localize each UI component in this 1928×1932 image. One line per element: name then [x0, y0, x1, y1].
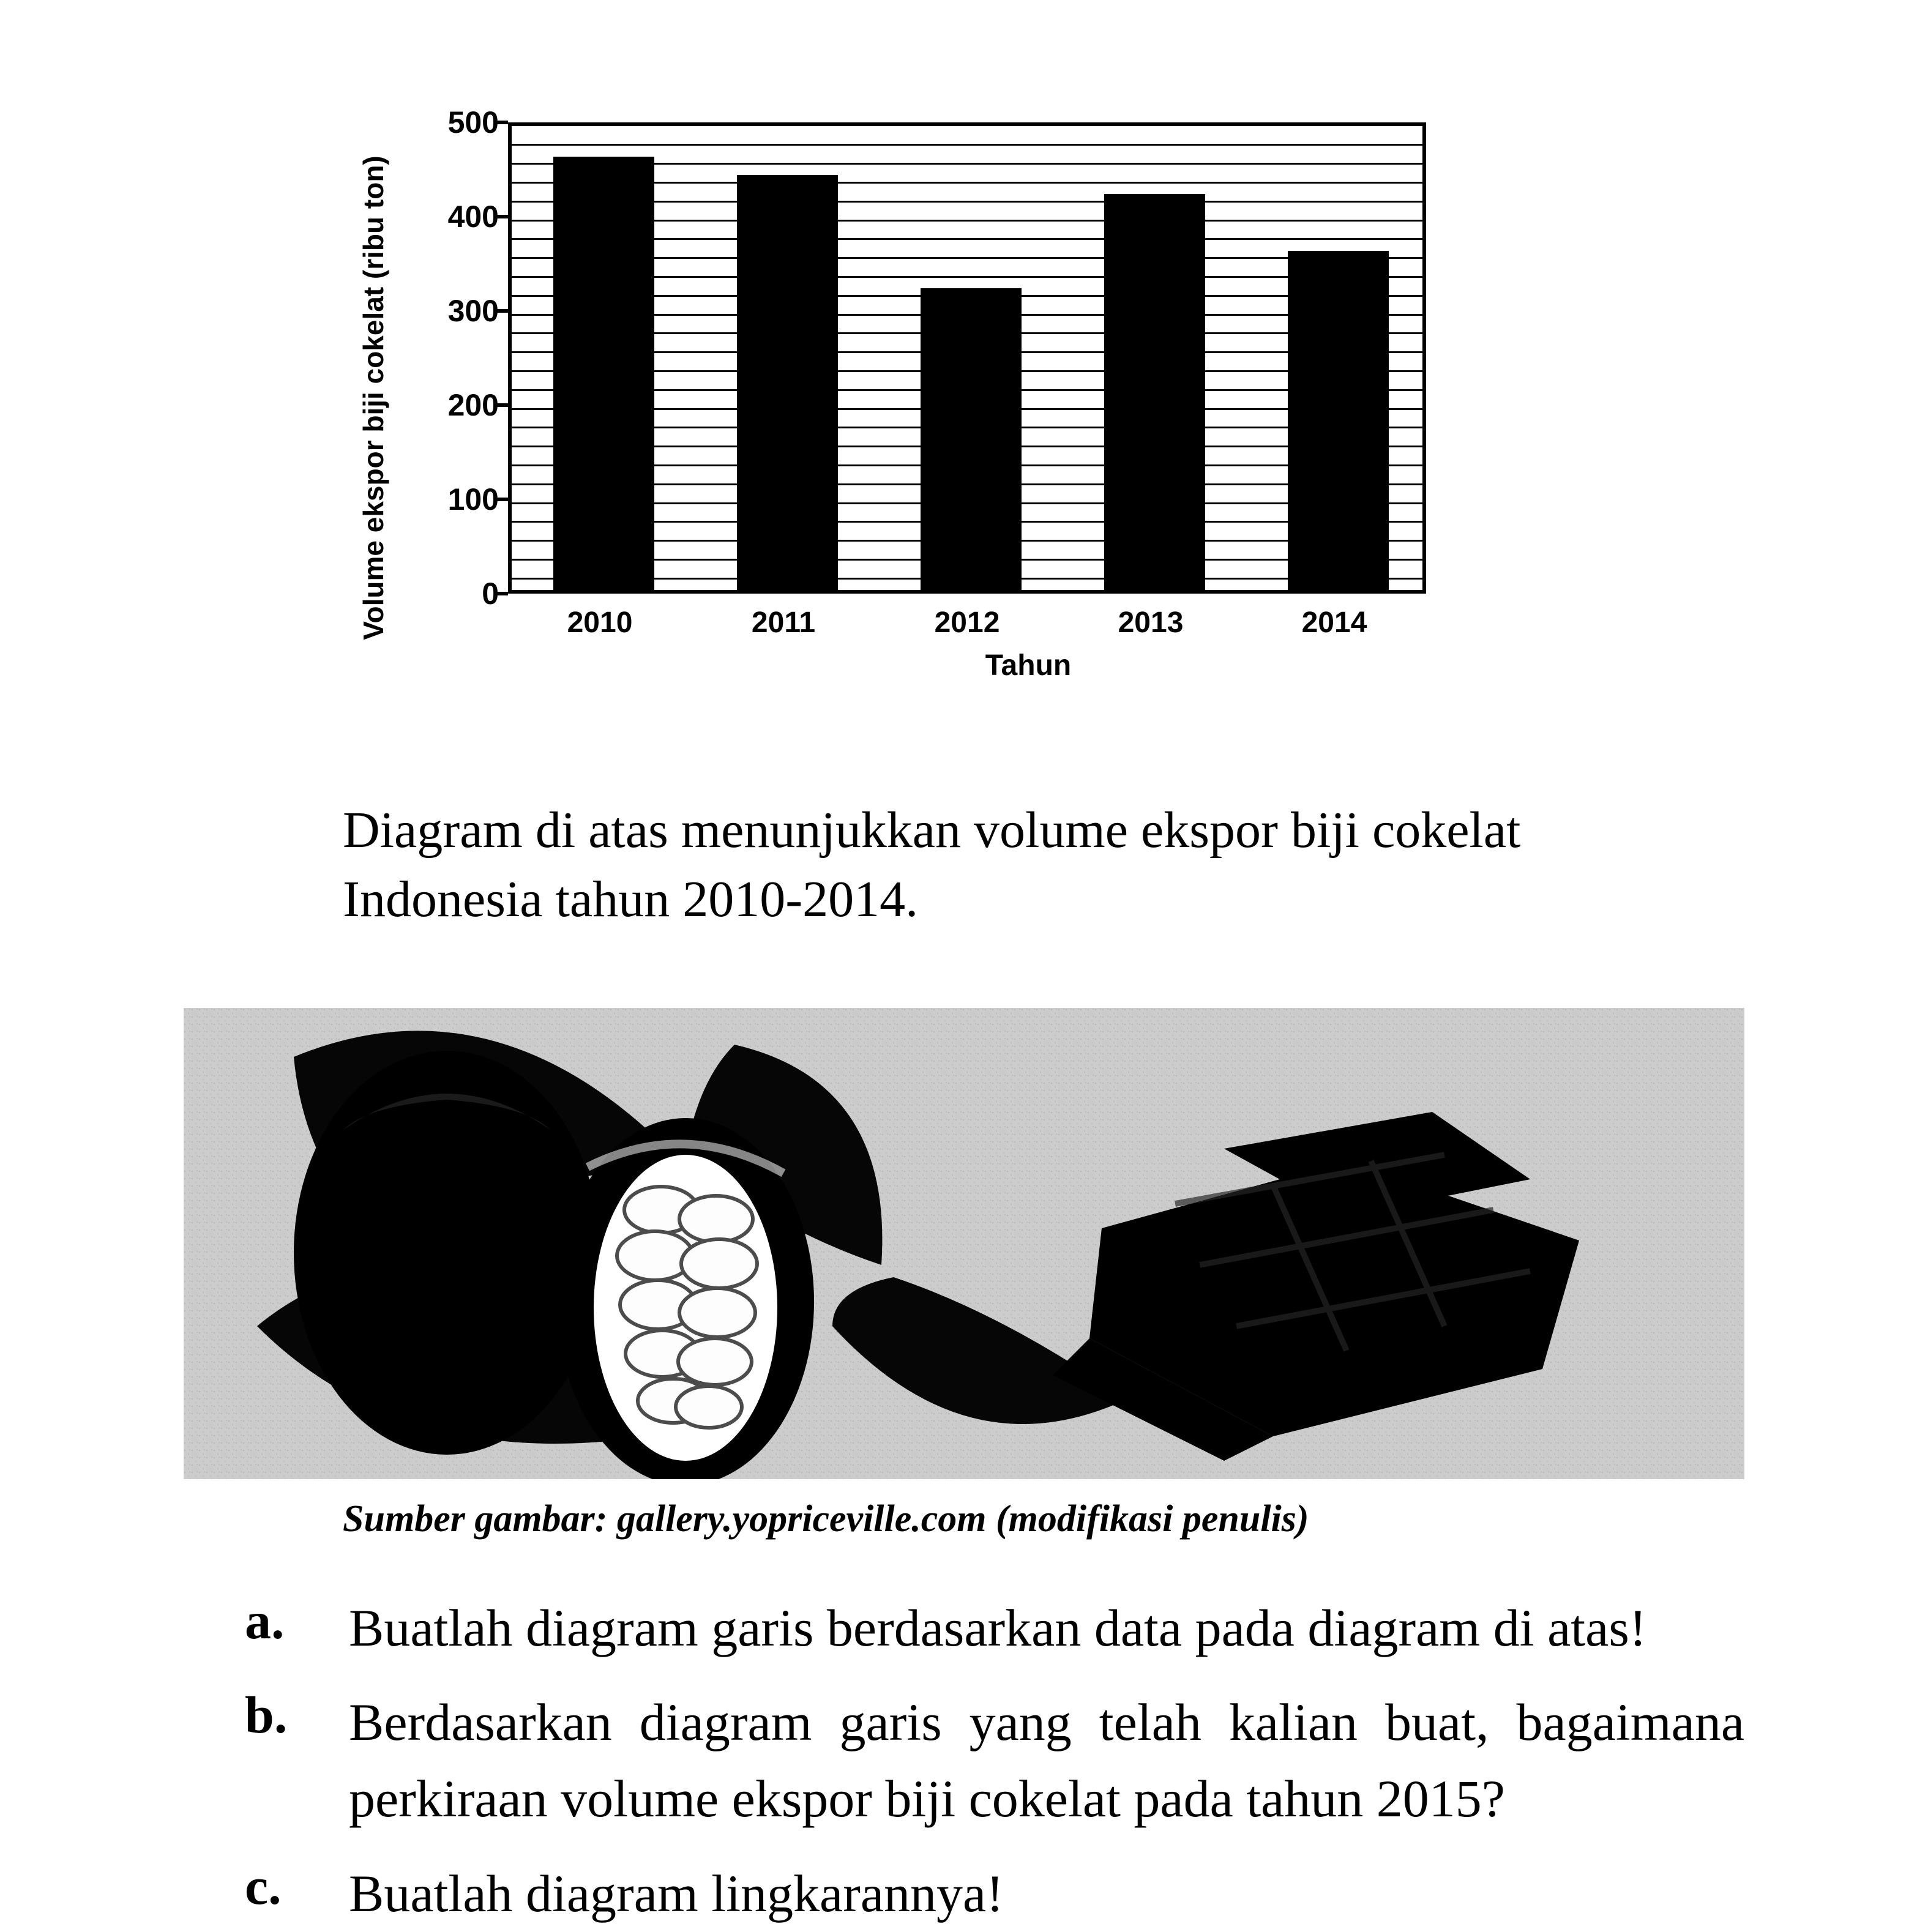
gridline	[512, 201, 1422, 203]
chart-frame: Volume ekspor biji cokelat (ribu ton) 01…	[416, 122, 1457, 673]
bar	[553, 157, 654, 590]
gridline	[512, 220, 1422, 222]
gridline	[512, 464, 1422, 466]
y-tick-mark	[496, 592, 508, 595]
gridline	[512, 182, 1422, 184]
x-tick-label: 2011	[752, 606, 815, 640]
y-tick-label: 400	[428, 199, 499, 234]
gridline	[512, 559, 1422, 561]
gridline	[512, 314, 1422, 316]
question-text: Buatlah diagram lingkarannya!	[349, 1856, 1744, 1932]
question-label: b.	[245, 1684, 312, 1837]
question-label: a.	[245, 1590, 312, 1666]
question-item: b. Berdasarkan diagram garis yang telah …	[245, 1684, 1744, 1837]
bars-layer	[512, 126, 1422, 590]
y-tick-label: 200	[428, 387, 499, 423]
y-tick-label: 100	[428, 482, 499, 517]
gridline	[512, 408, 1422, 410]
y-tick-mark	[496, 309, 508, 313]
gridline	[512, 257, 1422, 259]
gridline	[512, 446, 1422, 447]
gridline	[512, 351, 1422, 353]
y-tick-label: 300	[428, 293, 499, 329]
gridline	[512, 578, 1422, 580]
bar	[737, 175, 838, 590]
y-tick-mark	[496, 121, 508, 124]
y-tick-mark	[496, 498, 508, 501]
question-text: Berdasarkan diagram garis yang telah kal…	[349, 1684, 1744, 1837]
gridline	[512, 389, 1422, 391]
y-tick-mark	[496, 403, 508, 407]
gridline	[512, 144, 1422, 146]
gridline	[512, 238, 1422, 240]
x-tick-label: 2013	[1118, 606, 1184, 640]
bar	[1288, 251, 1389, 590]
gridline	[512, 276, 1422, 278]
image-credit: Sumber gambar: gallery.yopriceville.com …	[343, 1497, 1628, 1541]
plot-area: 0100200300400500	[508, 122, 1426, 594]
gridline	[512, 483, 1422, 485]
gridline	[512, 163, 1422, 165]
question-list: a. Buatlah diagram garis berdasarkan dat…	[245, 1590, 1744, 1932]
gridline	[512, 540, 1422, 542]
x-tick-label: 2014	[1302, 606, 1367, 640]
gridline	[512, 295, 1422, 297]
gridline	[512, 502, 1422, 504]
chart-caption: Diagram di atas menunjukkan volume ekspo…	[343, 796, 1628, 934]
y-tick-mark	[496, 215, 508, 218]
y-tick-label: 500	[428, 105, 499, 140]
question-item: a. Buatlah diagram garis berdasarkan dat…	[245, 1590, 1744, 1666]
question-label: c.	[245, 1856, 312, 1932]
x-axis-label: Tahun	[985, 649, 1071, 682]
question-text: Buatlah diagram garis berdasarkan data p…	[349, 1590, 1744, 1666]
question-item: c. Buatlah diagram lingkarannya!	[245, 1856, 1744, 1932]
x-tick-label: 2010	[567, 606, 633, 640]
y-axis-label: Volume ekspor biji cokelat (ribu ton)	[357, 155, 390, 640]
y-tick-label: 0	[428, 576, 499, 611]
plot-box	[508, 122, 1426, 594]
x-tick-label: 2012	[935, 606, 1000, 640]
bar	[1104, 194, 1205, 590]
gridline	[512, 370, 1422, 372]
page: Volume ekspor biji cokelat (ribu ton) 01…	[0, 0, 1928, 1928]
bar-chart: Volume ekspor biji cokelat (ribu ton) 01…	[416, 122, 1457, 673]
cocoa-illustration	[184, 1008, 1744, 1479]
gridline	[512, 332, 1422, 334]
gridline	[512, 427, 1422, 428]
gridline	[512, 521, 1422, 523]
